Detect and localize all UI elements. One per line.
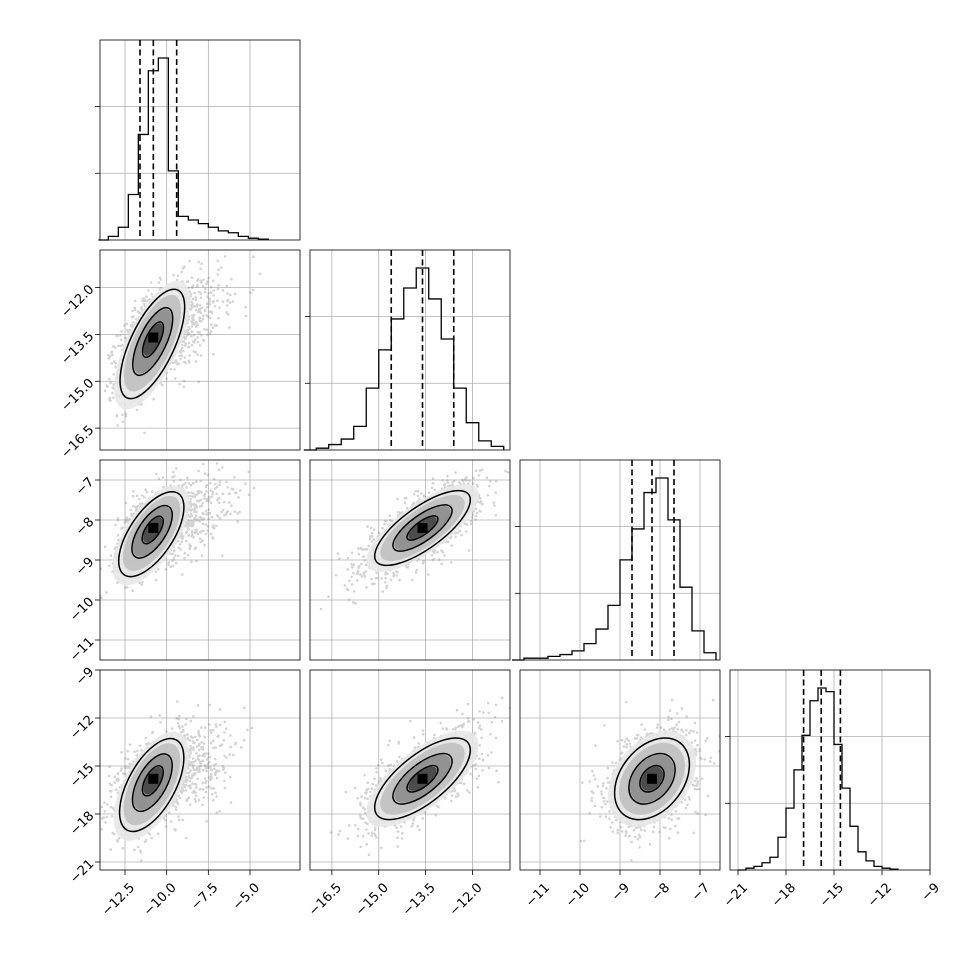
- pair-panel-3-1: [309, 669, 511, 871]
- hist-bars-0: [98, 57, 269, 241]
- density-peak: [148, 332, 159, 343]
- hist-bars-2: [512, 477, 717, 661]
- pair-panel-2-1: [309, 459, 511, 661]
- pair-panel-1-0: [99, 249, 301, 451]
- contour-line-1: [132, 306, 174, 377]
- xtick-label-col3-2: −15: [817, 880, 847, 910]
- density-peak: [417, 773, 428, 784]
- hist-panel-0: [95, 39, 301, 241]
- ytick-label-row2-0: −11: [67, 635, 97, 665]
- ytick-label-row1-3: −12.0: [59, 282, 98, 321]
- xtick-label-col2-3: −8: [649, 880, 673, 904]
- ytick-label-row3-3: −12: [67, 713, 97, 743]
- xtick-label-col2-1: −10: [563, 880, 593, 910]
- hist-bars-3: [738, 687, 899, 871]
- hist-frame-0: [99, 39, 301, 241]
- density-peak: [148, 773, 159, 784]
- xtick-label-col0-0: −12.5: [99, 880, 138, 919]
- hist-frame-1: [309, 249, 511, 451]
- contour-line-0: [141, 515, 164, 545]
- xtick-label-col0-1: −10.0: [141, 880, 180, 919]
- xtick-label-col1-1: −15.0: [353, 880, 392, 919]
- contour-line-2: [373, 489, 472, 567]
- ytick-label-row3-0: −21: [67, 857, 97, 887]
- ytick-label-row2-2: −9: [73, 555, 97, 579]
- xtick-label-col1-0: −16.5: [306, 880, 345, 919]
- pair-frame: [99, 669, 301, 871]
- contour-line-0: [141, 765, 164, 797]
- hist-panel-3: [725, 669, 931, 871]
- hist-bars-1: [303, 267, 505, 451]
- ytick-label-row3-2: −15: [67, 761, 97, 791]
- xtick-label-col3-1: −18: [769, 880, 799, 910]
- contour-line-0: [141, 321, 165, 359]
- xtick-label-col0-2: −7.5: [188, 880, 221, 913]
- contour-line-2: [613, 737, 691, 821]
- contour-line-2: [117, 490, 185, 578]
- pair-frame: [309, 459, 511, 661]
- xtick-label-col3-0: −21: [721, 880, 751, 910]
- xtick-label-col2-4: −7: [689, 880, 713, 904]
- contour-line-0: [639, 764, 665, 793]
- ytick-label-row3-1: −18: [67, 809, 97, 839]
- xtick-label-col2-0: −11: [523, 880, 553, 910]
- contour-line-1: [392, 752, 453, 805]
- contour-line-1: [131, 504, 173, 559]
- ytick-label-row1-2: −13.5: [59, 329, 98, 368]
- contour-line-1: [131, 753, 173, 813]
- hist-panel-1: [303, 249, 511, 451]
- xtick-label-col1-3: −12.0: [447, 880, 486, 919]
- contour-line-0: [406, 764, 439, 793]
- pair-panel-2-0: [99, 459, 301, 661]
- pair-frame: [309, 669, 511, 871]
- ytick-label-row2-1: −10: [67, 595, 97, 625]
- density-peak: [148, 523, 159, 533]
- contour-line-1: [628, 752, 676, 805]
- ytick-label-row2-4: −7: [73, 475, 97, 499]
- contour-line-2: [119, 288, 186, 400]
- xtick-label-col2-2: −9: [609, 880, 633, 904]
- contour-line-0: [406, 515, 439, 541]
- hist-frame-2: [519, 459, 721, 661]
- hist-panel-2: [512, 459, 721, 661]
- ytick-label-row3-4: −9: [73, 665, 97, 689]
- ytick-label-row1-1: −15.0: [59, 376, 98, 415]
- xtick-label-col3-4: −9: [919, 880, 943, 904]
- xtick-label-col0-3: −5.0: [230, 880, 263, 913]
- density-peak: [417, 523, 428, 533]
- contour-line-2: [118, 737, 185, 833]
- hist-frame-3: [729, 669, 931, 871]
- xtick-label-col3-3: −12: [865, 880, 895, 910]
- pair-panel-3-0: [99, 669, 301, 871]
- ytick-label-row1-0: −16.5: [59, 423, 98, 462]
- ytick-label-row2-3: −8: [73, 515, 97, 539]
- density-peak: [647, 773, 657, 784]
- contour-line-1: [392, 504, 453, 552]
- contour-line-2: [373, 737, 472, 821]
- xtick-label-col1-2: −13.5: [400, 880, 439, 919]
- pair-frame: [99, 249, 301, 451]
- pair-panel-3-2: [519, 669, 721, 871]
